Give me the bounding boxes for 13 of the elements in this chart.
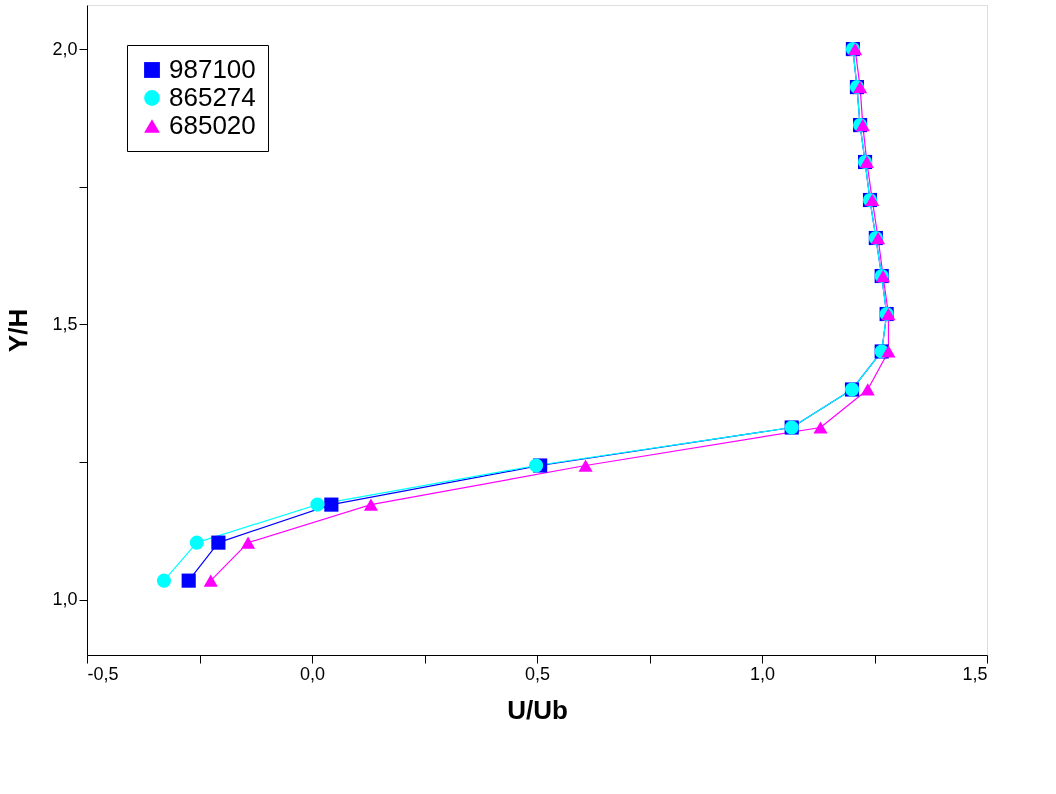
legend-label: 987100 [169, 54, 256, 84]
x-tick-label: 0,0 [299, 663, 326, 684]
y-tick-label: 1,5 [52, 313, 78, 334]
y-tick-label: 1,0 [52, 589, 78, 610]
legend-label: 685020 [169, 110, 256, 140]
y-axis-title: Y/H [3, 308, 34, 353]
legend-label: 865274 [169, 82, 256, 112]
x-axis-title: U/Ub [507, 694, 568, 725]
x-tick-label: -0,5 [87, 663, 119, 684]
y-tick-label: 2,0 [52, 38, 78, 59]
x-tick-label: 0,5 [524, 663, 551, 684]
x-tick-label: 1,0 [749, 663, 776, 684]
x-tick-label: 1,5 [962, 663, 988, 684]
